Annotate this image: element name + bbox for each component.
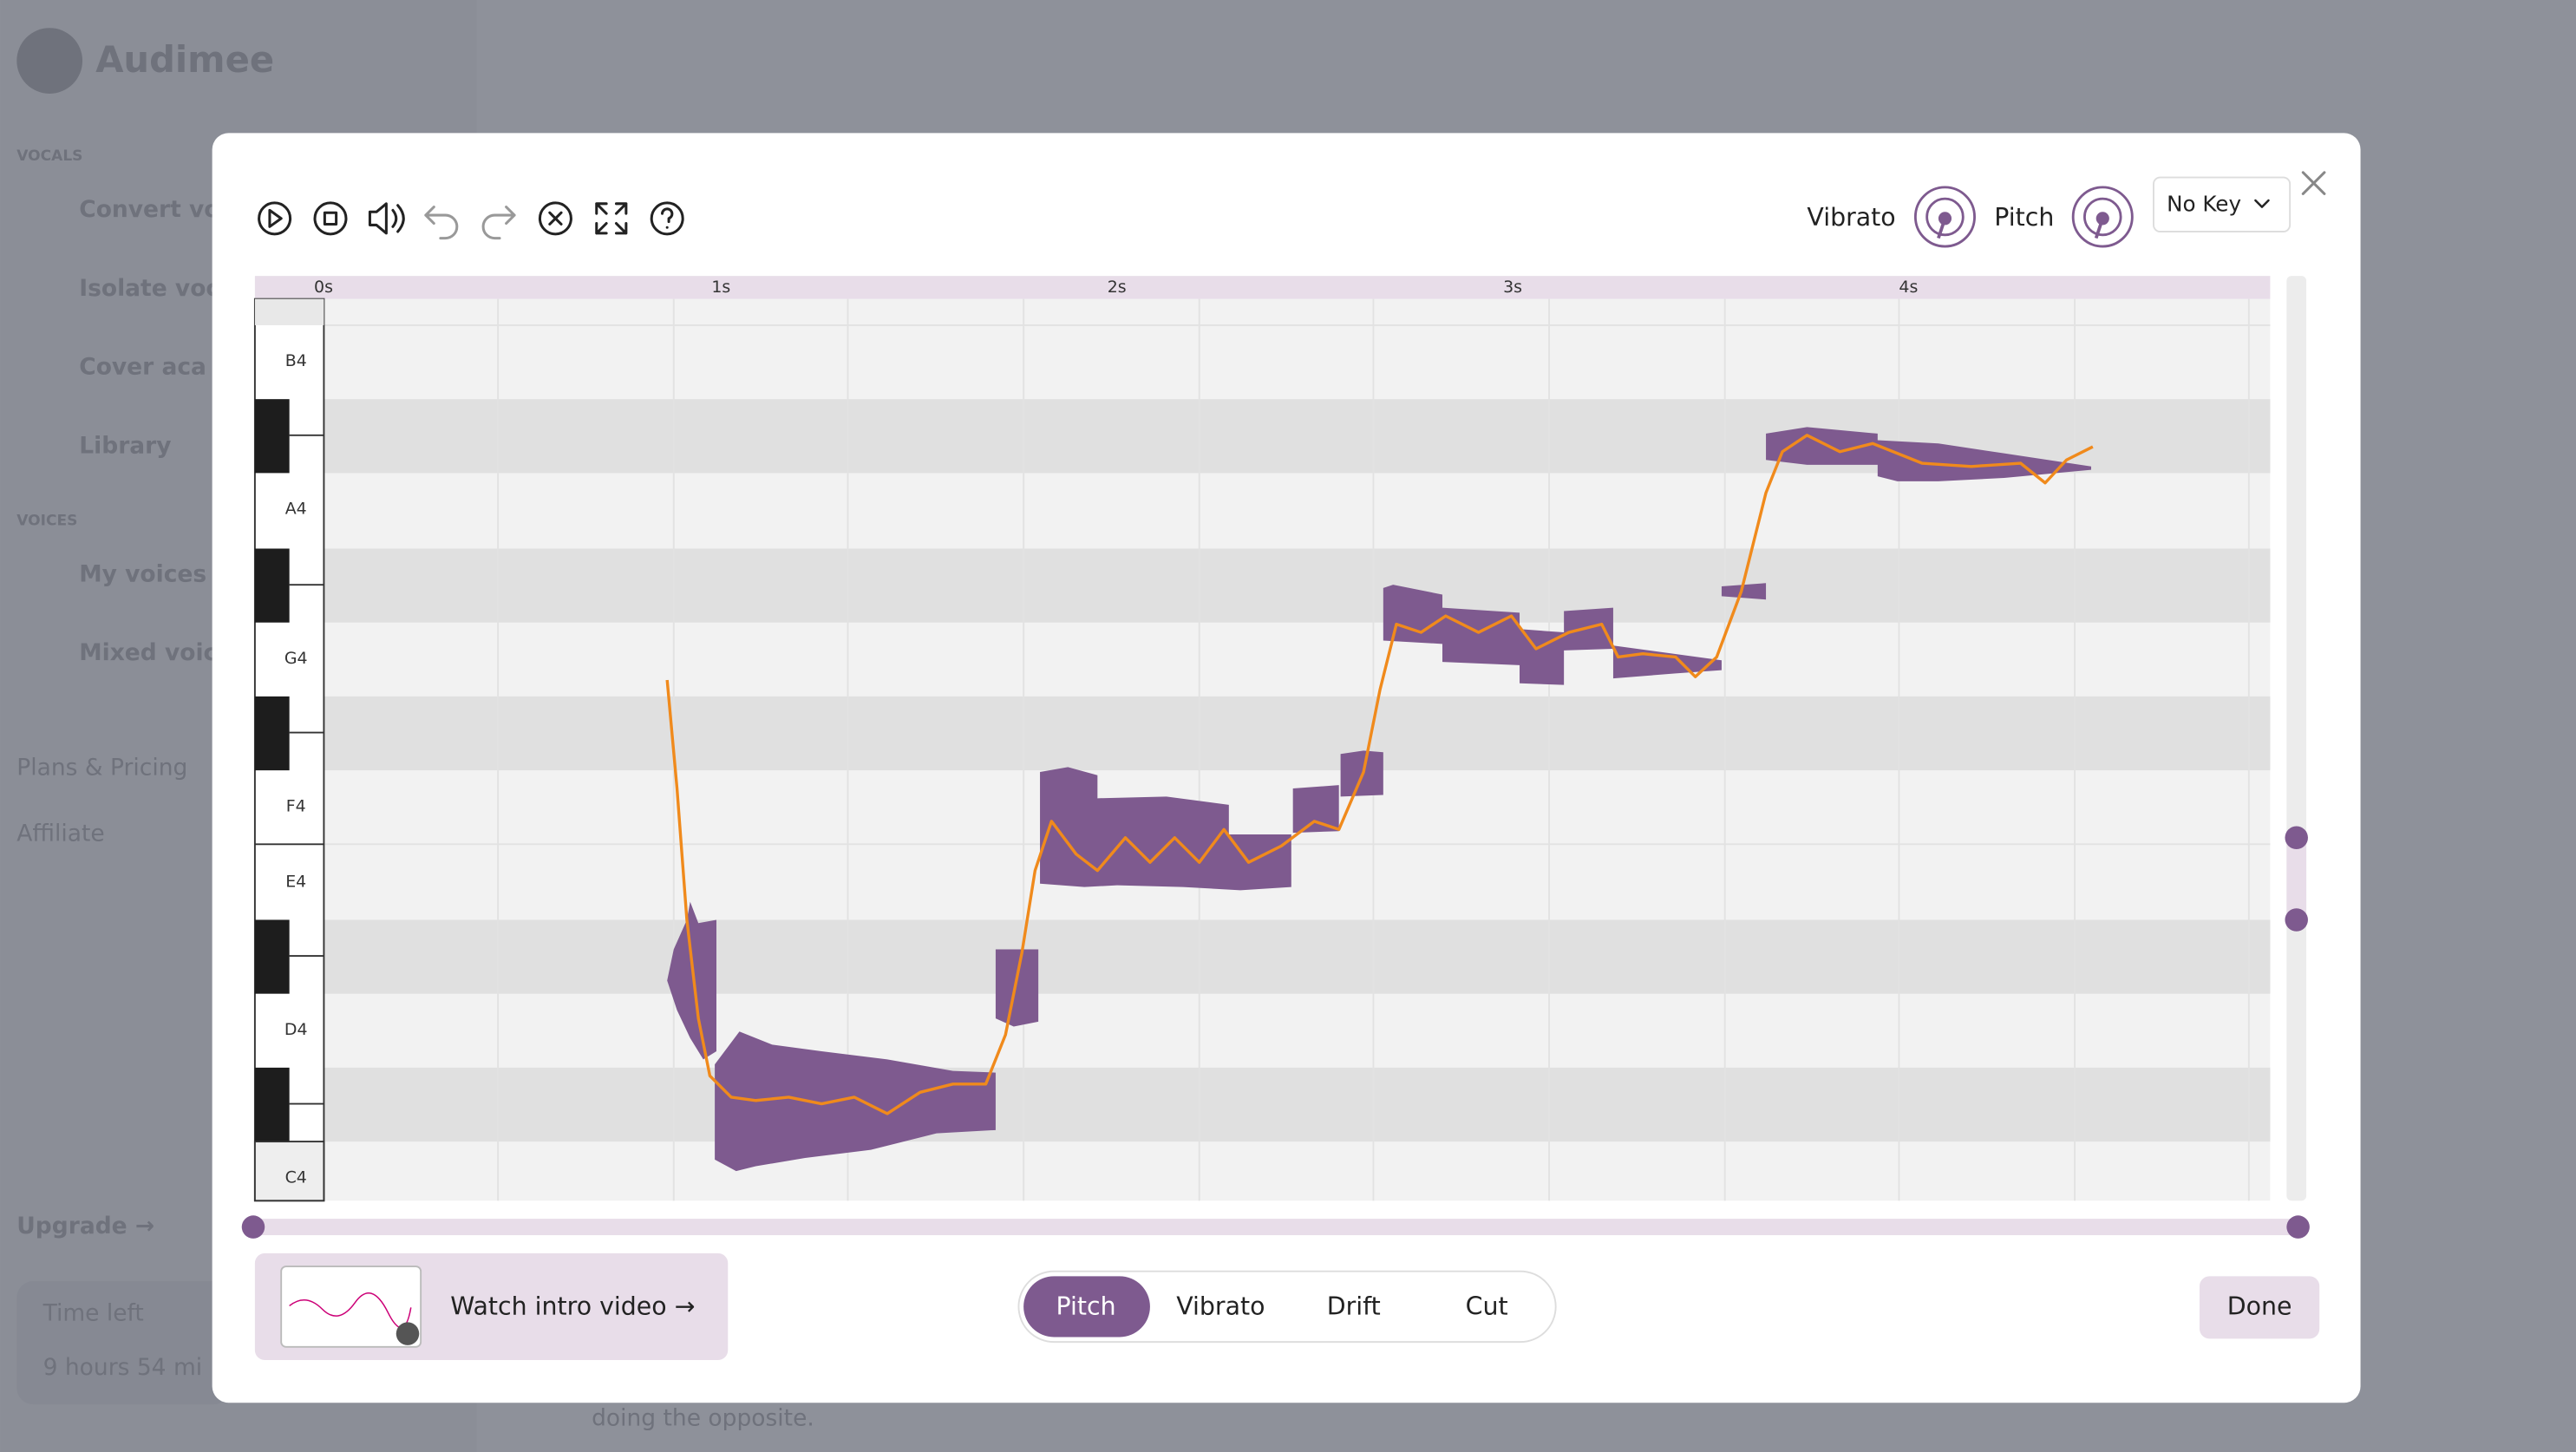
note-label: F4 <box>286 796 306 815</box>
time-label: 1s <box>711 278 730 297</box>
key-select[interactable]: No Key <box>2153 176 2292 232</box>
nav-item[interactable]: Library <box>79 433 171 460</box>
done-button[interactable]: Done <box>2199 1276 2320 1339</box>
section-label: VOCALS <box>16 147 82 165</box>
note-label: E4 <box>285 872 306 891</box>
vertical-zoom-handle[interactable] <box>2285 826 2308 850</box>
grid <box>324 298 2271 1201</box>
note-label: G4 <box>284 649 308 668</box>
volume-button[interactable] <box>368 202 405 235</box>
time-label: 3s <box>1503 278 1522 297</box>
tab-active-bg <box>1023 1276 1150 1338</box>
app-name: Audimee <box>95 38 274 81</box>
time-label: 2s <box>1108 278 1127 297</box>
done-label: Done <box>2227 1292 2292 1320</box>
horizontal-zoom-handle[interactable] <box>241 1215 265 1239</box>
tab[interactable]: Drift <box>1327 1292 1381 1320</box>
vertical-zoom-handle[interactable] <box>2285 908 2308 932</box>
mode-tabs <box>1017 1270 1557 1344</box>
time-card <box>16 1281 231 1405</box>
vertical-zoom-track[interactable] <box>2286 276 2307 1201</box>
section-label: VOICES <box>16 512 77 529</box>
horizontal-zoom-track[interactable] <box>252 1219 2298 1236</box>
time-label: 4s <box>1899 278 1918 297</box>
nav-item[interactable]: Cover aca <box>79 354 206 381</box>
fullscreen-button[interactable] <box>595 202 628 235</box>
note-label: D4 <box>284 1020 308 1039</box>
vibrato-knob-label: Vibrato <box>1807 203 1895 232</box>
clear-button[interactable] <box>538 201 572 236</box>
upgrade-link[interactable]: Upgrade → <box>16 1213 154 1239</box>
pitch-knob-label: Pitch <box>1994 203 2054 232</box>
intro-video-link: Watch intro video → <box>450 1292 695 1320</box>
horizontal-zoom-handle[interactable] <box>2286 1215 2310 1239</box>
undo-button[interactable] <box>424 206 459 240</box>
note-label: C4 <box>285 1167 307 1187</box>
time-label: 0s <box>314 278 333 297</box>
key-select-value: No Key <box>2167 192 2241 217</box>
stop-button[interactable] <box>313 201 348 236</box>
close-button[interactable] <box>2301 171 2326 195</box>
nav-item[interactable]: My voices <box>79 560 206 587</box>
note-label: B4 <box>285 351 307 370</box>
background-text: doing the opposite. <box>592 1405 814 1432</box>
nav-item[interactable]: Convert vo <box>79 196 219 223</box>
tab[interactable]: Pitch <box>1056 1292 1116 1320</box>
help-button[interactable] <box>650 201 684 236</box>
nav-item[interactable]: Plans & Pricing <box>16 755 187 782</box>
nav-item[interactable]: Mixed voic <box>79 639 217 666</box>
tab[interactable]: Cut <box>1466 1292 1508 1320</box>
pitch-curve <box>665 434 2094 1115</box>
app-logo <box>16 28 83 94</box>
play-button[interactable] <box>258 201 292 236</box>
time-ruler <box>254 276 2271 299</box>
redo-button[interactable] <box>481 206 516 240</box>
vertical-zoom-range <box>2286 837 2307 920</box>
vibrato-knob[interactable] <box>1913 186 1976 248</box>
time-left-value: 9 hours 54 mi <box>43 1354 203 1381</box>
time-left-label: Time left <box>42 1299 144 1326</box>
note-label: A4 <box>285 500 307 519</box>
pitch-knob[interactable] <box>2071 186 2134 248</box>
keyboard <box>253 298 325 1202</box>
piano-roll: 0s 1s 2s 3s 4s B4 A4 G4 F4 E4 D4 C4 <box>253 276 2271 1202</box>
intro-video-card[interactable]: Watch intro video → <box>254 1253 729 1360</box>
note-blobs <box>667 427 2092 1172</box>
toolbar <box>258 201 684 240</box>
nav-item[interactable]: Isolate voc <box>79 275 219 302</box>
nav-item[interactable]: Affiliate <box>16 820 104 847</box>
sharp-rows <box>324 399 2271 1142</box>
tab[interactable]: Vibrato <box>1176 1292 1265 1320</box>
